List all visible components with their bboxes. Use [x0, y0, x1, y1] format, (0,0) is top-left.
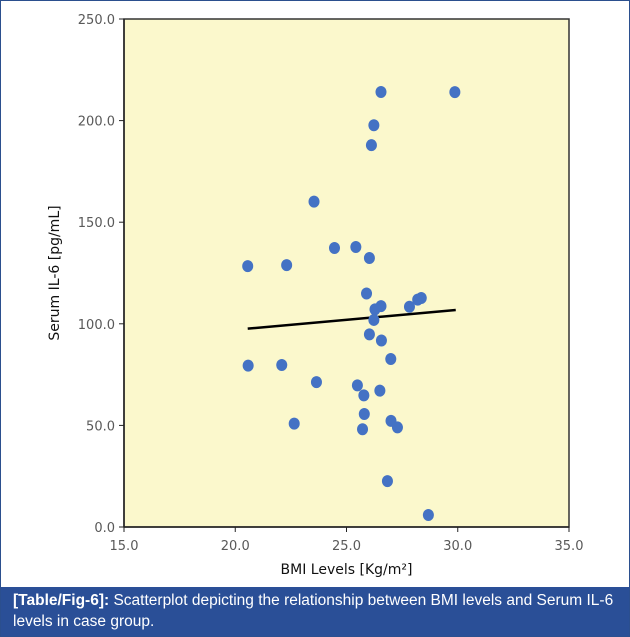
- data-point: [242, 260, 254, 273]
- data-point: [276, 359, 288, 372]
- data-point: [288, 417, 300, 430]
- data-point: [310, 376, 322, 389]
- data-point: [381, 475, 393, 488]
- caption-text: Scatterplot depicting the relationship b…: [13, 592, 614, 630]
- data-point: [385, 352, 397, 365]
- data-point: [242, 359, 254, 372]
- x-axis-label: BMI Levels [Kg/m²]: [281, 562, 413, 578]
- data-point: [412, 293, 424, 306]
- data-point: [363, 251, 375, 264]
- y-axis-label: Serum IL-6 [pg/mL]: [47, 205, 63, 340]
- data-point: [358, 389, 370, 402]
- data-point: [374, 384, 386, 397]
- plot-area: [123, 18, 570, 528]
- trendline: [247, 308, 456, 330]
- x-tick-label: 25.0: [332, 539, 361, 554]
- data-point: [358, 408, 370, 421]
- data-point: [363, 328, 375, 341]
- data-point: [365, 139, 377, 152]
- data-point: [328, 242, 340, 255]
- data-point: [357, 423, 369, 436]
- data-point: [403, 300, 415, 313]
- caption-label: [Table/Fig-6]:: [13, 592, 110, 609]
- data-point: [351, 379, 363, 392]
- y-tick-label: 0.0: [94, 521, 115, 536]
- data-point: [361, 287, 373, 300]
- data-point: [375, 85, 387, 98]
- x-tick-label: 15.0: [110, 539, 139, 554]
- x-tick-label: 20.0: [221, 539, 250, 554]
- y-tick-label: 50.0: [86, 419, 115, 434]
- y-tick-label: 250.0: [78, 13, 115, 28]
- data-point: [449, 86, 461, 99]
- data-point: [422, 509, 434, 522]
- y-tick-label: 150.0: [78, 216, 115, 231]
- data-point: [391, 421, 403, 434]
- x-tick-label: 35.0: [555, 539, 584, 554]
- scatter-chart: 15.0 20.0 25.0 30.0 35.0 0.0 50.0 100.0 150.0 200…: [47, 13, 584, 578]
- y-tick-label: 200.0: [78, 115, 115, 130]
- data-point: [281, 259, 293, 272]
- y-tick-label: 100.0: [78, 318, 115, 333]
- data-point: [375, 334, 387, 347]
- data-point: [369, 303, 381, 316]
- x-tick-label: 30.0: [443, 539, 472, 554]
- data-point: [368, 119, 380, 132]
- data-point: [308, 195, 320, 208]
- data-point: [368, 313, 380, 326]
- figure-caption: [Table/Fig-6]: Scatterplot depicting the…: [1, 587, 629, 636]
- data-point: [350, 240, 362, 253]
